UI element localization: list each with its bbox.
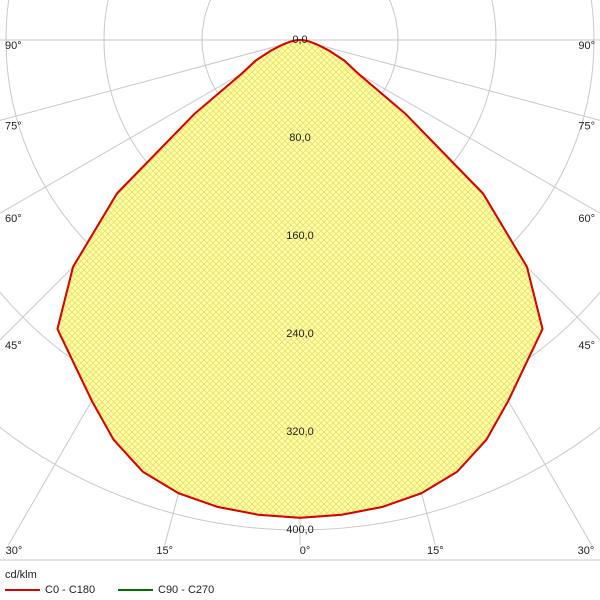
angle-label: 15° bbox=[156, 545, 173, 557]
legend-label: C90 - C270 bbox=[158, 584, 214, 596]
radial-label: 400,0 bbox=[286, 524, 314, 536]
radial-label: 0,0 bbox=[292, 34, 307, 46]
intensity-area bbox=[57, 40, 543, 518]
angle-label: 30° bbox=[6, 545, 23, 557]
radial-label: 80,0 bbox=[289, 132, 310, 144]
curves bbox=[56, 38, 544, 519]
intensity-curve bbox=[56, 38, 544, 519]
angle-label: 75° bbox=[578, 120, 595, 132]
legend: C0 - C180 C90 - C270 bbox=[5, 584, 214, 596]
radial-label: 320,0 bbox=[286, 426, 314, 438]
angle-label: 0° bbox=[300, 545, 311, 557]
radial-label: 160,0 bbox=[286, 230, 314, 242]
radial-label: 240,0 bbox=[286, 328, 314, 340]
angle-label: 60° bbox=[5, 213, 22, 225]
angle-label: 45° bbox=[578, 340, 595, 352]
angle-label: 45° bbox=[5, 340, 22, 352]
grid-spoke bbox=[299, 39, 600, 121]
angle-label: 90° bbox=[578, 40, 595, 52]
angle-label: 60° bbox=[578, 213, 595, 225]
legend-label: C0 - C180 bbox=[45, 584, 95, 596]
angle-label: 90° bbox=[5, 40, 22, 52]
angle-label: 15° bbox=[427, 545, 444, 557]
angle-label: 30° bbox=[578, 545, 595, 557]
angle-label: 75° bbox=[5, 120, 22, 132]
labels: 0° 15° 15° 30° 30° 45° 45° 60° 60° 75° 75° 90° 90° 0,… bbox=[5, 34, 595, 557]
grid-spoke bbox=[0, 39, 301, 121]
unit-label: cd/klm bbox=[5, 569, 37, 581]
